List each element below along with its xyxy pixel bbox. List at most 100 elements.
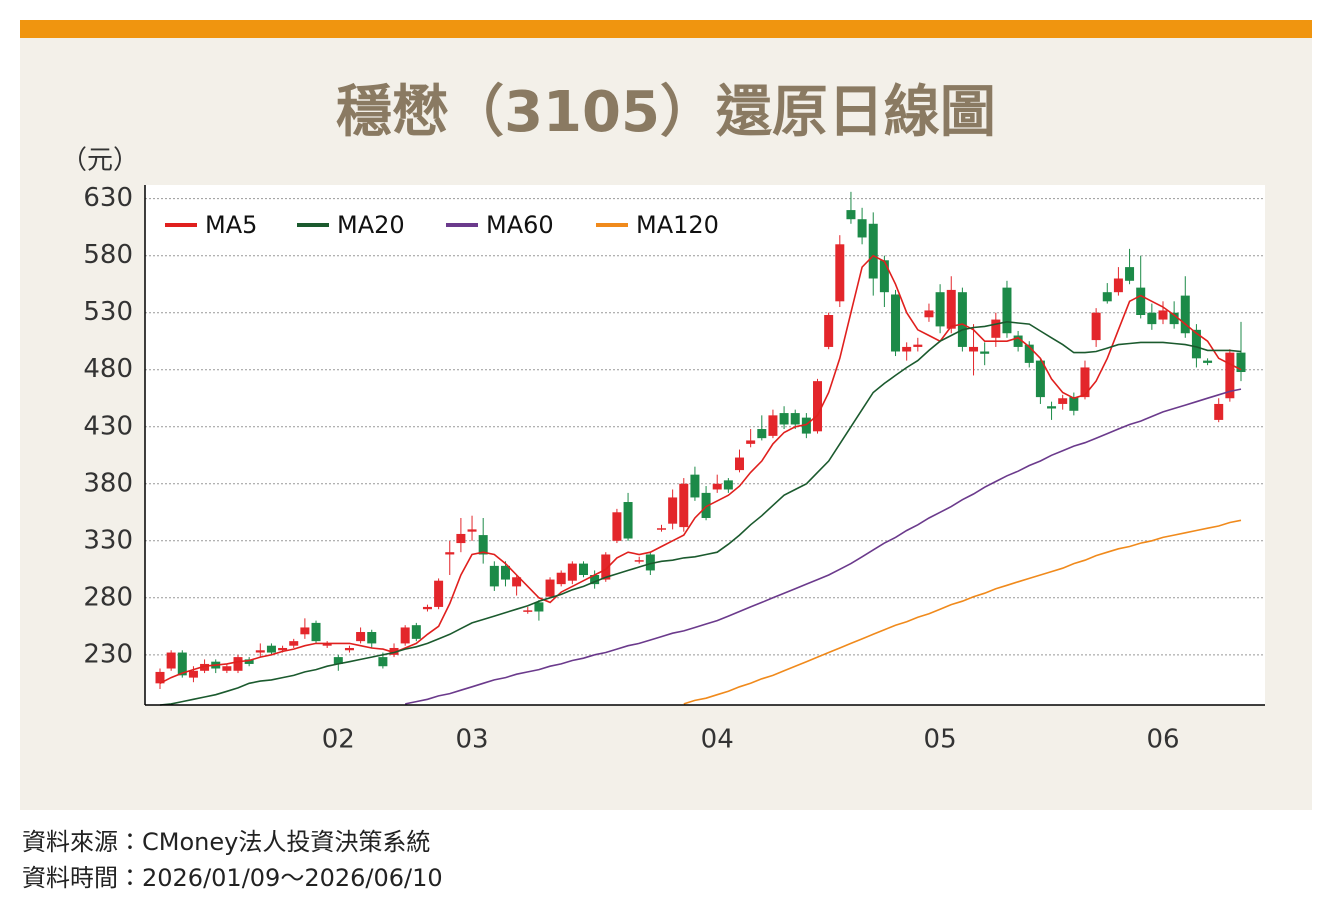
candle-body	[456, 533, 466, 544]
y-axis-label: （元）	[61, 146, 139, 176]
candle-body	[668, 497, 678, 524]
candle-body	[924, 310, 934, 318]
candle-body	[523, 610, 533, 612]
ma-line	[159, 254, 1242, 685]
x-tick-label: 02	[322, 725, 355, 755]
y-tick-label: 480	[83, 354, 133, 384]
candle-body	[378, 657, 388, 667]
candle-body	[545, 579, 555, 597]
candle-body	[1236, 352, 1246, 373]
candle-body	[1013, 335, 1023, 347]
ma-line	[683, 519, 1242, 705]
candle-body	[367, 632, 377, 644]
candle-body	[712, 483, 722, 490]
candle-body	[913, 344, 923, 347]
candle-body	[746, 440, 756, 444]
candle-body	[679, 483, 689, 528]
candle-body	[779, 413, 789, 425]
candle-body	[1225, 352, 1235, 399]
candle-body	[690, 474, 700, 498]
candle-body	[356, 632, 366, 642]
candle-body	[233, 657, 243, 671]
candle-body	[969, 346, 979, 352]
date-note: 資料時間：2026/01/09～2026/06/10	[22, 864, 443, 892]
candle-body	[266, 645, 276, 653]
candle-body	[434, 580, 444, 607]
candle-body	[500, 565, 510, 580]
candle-body	[177, 652, 187, 676]
candle-body	[255, 650, 265, 653]
y-tick-label: 380	[83, 468, 133, 498]
candle-body	[489, 565, 499, 587]
candle-body	[567, 563, 577, 581]
candle-body	[935, 292, 945, 327]
candle-body	[801, 417, 811, 434]
legend-label: MA5	[205, 211, 257, 239]
candle-body	[735, 457, 745, 471]
candle-body	[344, 647, 354, 651]
candle-body	[166, 652, 176, 669]
y-tick-label: 330	[83, 525, 133, 555]
ma-line	[159, 320, 1242, 706]
candle-body	[645, 554, 655, 571]
candle-body	[512, 577, 522, 587]
candle-body	[200, 663, 210, 671]
candle-body	[634, 560, 644, 562]
candle-body	[300, 627, 310, 635]
candle-body	[1125, 267, 1135, 281]
candle-body	[1058, 398, 1068, 404]
candle-body	[534, 602, 544, 612]
x-tick-label: 05	[924, 725, 957, 755]
candle-body	[1102, 292, 1112, 302]
x-tick-label: 03	[455, 725, 488, 755]
candle-body	[601, 554, 611, 580]
y-tick-label: 530	[83, 297, 133, 327]
candle-body	[1136, 287, 1146, 315]
candle-body	[578, 563, 588, 575]
legend-label: MA120	[636, 211, 719, 239]
candle-body	[1113, 278, 1123, 293]
candle-body	[656, 528, 666, 530]
candle-body	[768, 415, 778, 436]
candle-body	[445, 552, 455, 555]
candle-body	[1002, 287, 1012, 334]
candle-body	[980, 351, 990, 354]
legend-label: MA20	[337, 211, 405, 239]
candle-body	[389, 647, 399, 655]
candle-body	[1047, 406, 1057, 409]
candle-body	[1214, 403, 1224, 420]
candle-body	[155, 671, 165, 684]
candle-body	[946, 289, 956, 329]
candle-body	[556, 572, 566, 585]
candle-body	[1191, 329, 1201, 359]
candle-body	[411, 625, 421, 639]
y-tick-label: 230	[83, 639, 133, 669]
candle-body	[701, 492, 711, 518]
candle-body	[757, 429, 767, 439]
candle-body	[1147, 312, 1157, 325]
candle-body	[813, 381, 823, 432]
candle-body	[467, 529, 477, 532]
candle-body	[790, 413, 800, 425]
candle-body	[322, 643, 332, 646]
candle-body	[868, 223, 878, 279]
chart-title: 穩懋（3105）還原日線圖	[336, 80, 996, 145]
legend-label: MA60	[486, 211, 554, 239]
candle-body	[902, 346, 912, 352]
candle-body	[422, 606, 432, 610]
y-tick-label: 630	[83, 183, 133, 213]
candle-body	[311, 622, 321, 642]
candle-body	[1169, 312, 1179, 325]
candle-body	[333, 657, 343, 664]
candle-body	[1035, 360, 1045, 398]
x-tick-label: 06	[1146, 725, 1179, 755]
ma-line	[405, 388, 1242, 705]
y-tick-label: 580	[83, 240, 133, 270]
candle-body	[1069, 397, 1079, 411]
candle-body	[289, 641, 299, 646]
candle-body	[590, 575, 600, 585]
top-bar	[20, 20, 1312, 38]
candle-body	[824, 315, 834, 347]
